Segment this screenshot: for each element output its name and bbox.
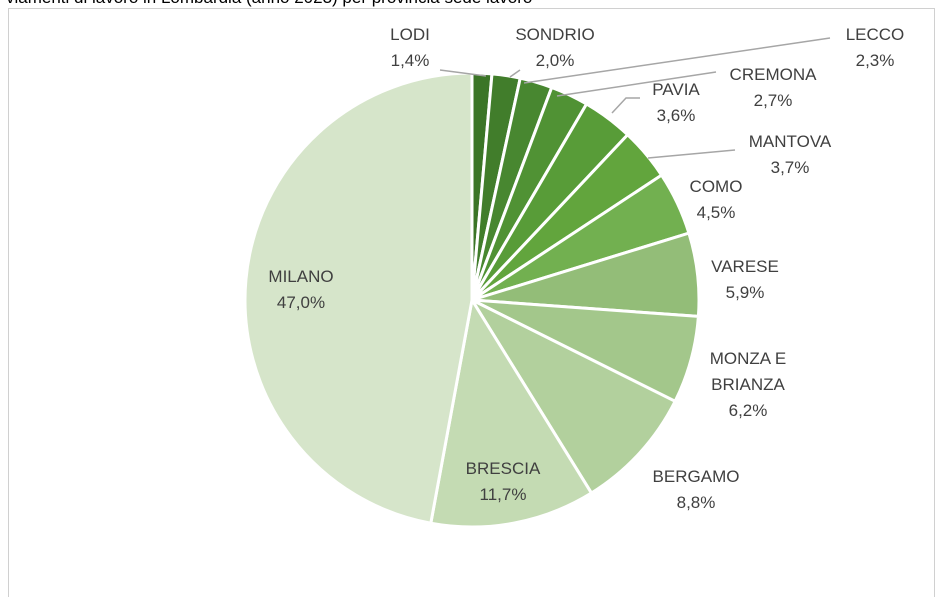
value-label: 1,4% <box>390 51 430 70</box>
data-label: PAVIA 3,6% <box>652 77 700 129</box>
leader-line <box>523 37 831 84</box>
leader-line <box>556 71 717 97</box>
data-label: CREMONA 2,7% <box>730 62 817 114</box>
category-label: BERGAMO <box>652 467 740 486</box>
value-label: 47,0% <box>276 293 326 312</box>
value-label: 8,8% <box>676 493 716 512</box>
leader-line <box>647 149 736 159</box>
data-label: BERGAMO 8,8% <box>653 464 740 516</box>
value-label: 2,7% <box>753 91 793 110</box>
value-label: 4,5% <box>696 203 736 222</box>
value-label: 2,0% <box>535 51 575 70</box>
pie-slice <box>429 295 594 529</box>
category-label: CREMONA <box>729 65 817 84</box>
data-label: SONDRIO 2,0% <box>515 22 594 74</box>
value-label: 3,7% <box>770 158 810 177</box>
value-label: 6,2% <box>728 401 768 420</box>
value-label: 11,7% <box>479 485 527 504</box>
data-label: MANTOVA 3,7% <box>749 129 832 181</box>
category-label: MILANO <box>268 267 334 286</box>
leader-line <box>509 69 521 78</box>
data-label: VARESE 5,9% <box>711 254 779 306</box>
data-label: LODI 1,4% <box>390 22 430 74</box>
category-label: VARESE <box>711 257 779 276</box>
pie-slice <box>467 296 678 496</box>
category-label: MANTOVA <box>748 132 832 151</box>
value-label: 2,3% <box>855 51 895 70</box>
chart-frame <box>8 8 935 597</box>
category-label: PAVIA <box>652 80 700 99</box>
data-label: LECCO 2,3% <box>846 22 905 74</box>
data-label: MONZA E BRIANZA 6,2% <box>698 346 798 424</box>
leader-line <box>439 69 487 77</box>
data-label: MILANO 47,0% <box>268 264 333 316</box>
category-label: LODI <box>390 25 430 44</box>
value-label: 3,6% <box>656 106 696 125</box>
data-label: COMO 4,5% <box>690 174 743 226</box>
pie-slice <box>243 71 474 525</box>
data-label: BRESCIA 11,7% <box>466 456 541 508</box>
category-label: LECCO <box>845 25 905 44</box>
leader-line <box>611 97 640 114</box>
category-label: BRESCIA <box>465 459 541 478</box>
category-label: COMO <box>689 177 743 196</box>
value-label: 5,9% <box>725 283 765 302</box>
category-label: SONDRIO <box>515 25 595 44</box>
category-label: MONZA E BRIANZA <box>709 349 787 394</box>
chart-title: viamenti di lavoro in Lombardia (anno 20… <box>6 0 532 8</box>
